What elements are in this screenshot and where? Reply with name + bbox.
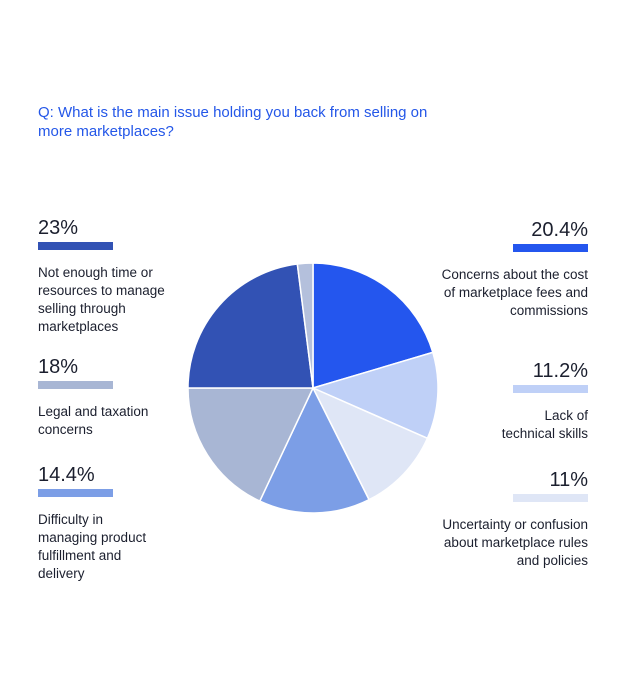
legend-label: Difficulty in managing product fulfillme… xyxy=(38,512,147,581)
legend-swatch xyxy=(513,494,588,502)
pie-slice-1 xyxy=(312,351,439,440)
legend-percent: 18% xyxy=(38,356,79,378)
legend-percent: 11.2% xyxy=(532,360,588,382)
pie-slice-4 xyxy=(187,387,314,502)
legend-percent: 11% xyxy=(549,469,588,491)
legend-item-legal-taxation: 18% Legal and taxation concerns xyxy=(38,355,173,439)
legend-item-technical-skills: 11.2% Lack of technical skills xyxy=(438,359,588,443)
legend-item-fees-cost: 20.4% Concerns about the cost of marketp… xyxy=(438,218,588,320)
legend-item-fulfillment: 14.4% Difficulty in managing product ful… xyxy=(38,463,168,583)
pie-slice-5 xyxy=(187,263,314,389)
legend-percent: 14.4% xyxy=(38,464,95,486)
legend-swatch xyxy=(513,244,588,252)
legend-label: Uncertainty or confusion about marketpla… xyxy=(442,517,588,568)
pie-slice-3 xyxy=(259,387,370,514)
legend-item-time-resources: 23% Not enough time or resources to mana… xyxy=(38,216,183,336)
legend-percent: 20.4% xyxy=(531,219,588,241)
legend-label: Legal and taxation concerns xyxy=(38,404,149,437)
question-title: Q: What is the main issue holding you ba… xyxy=(38,104,428,140)
pie-slice-6 xyxy=(296,262,314,389)
legend-swatch xyxy=(38,489,113,497)
legend-swatch xyxy=(38,381,113,389)
legend-swatch xyxy=(38,242,113,250)
pie-slice-2 xyxy=(312,387,429,501)
pie-slice-0 xyxy=(312,262,434,389)
legend-label: Not enough time or resources to manage s… xyxy=(38,265,165,334)
legend-label: Lack of technical skills xyxy=(501,408,588,441)
legend-label: Concerns about the cost of marketplace f… xyxy=(441,267,588,318)
legend-swatch xyxy=(513,385,588,393)
legend-percent: 23% xyxy=(38,217,79,239)
legend-item-rules-policies: 11% Uncertainty or confusion about marke… xyxy=(438,468,588,570)
